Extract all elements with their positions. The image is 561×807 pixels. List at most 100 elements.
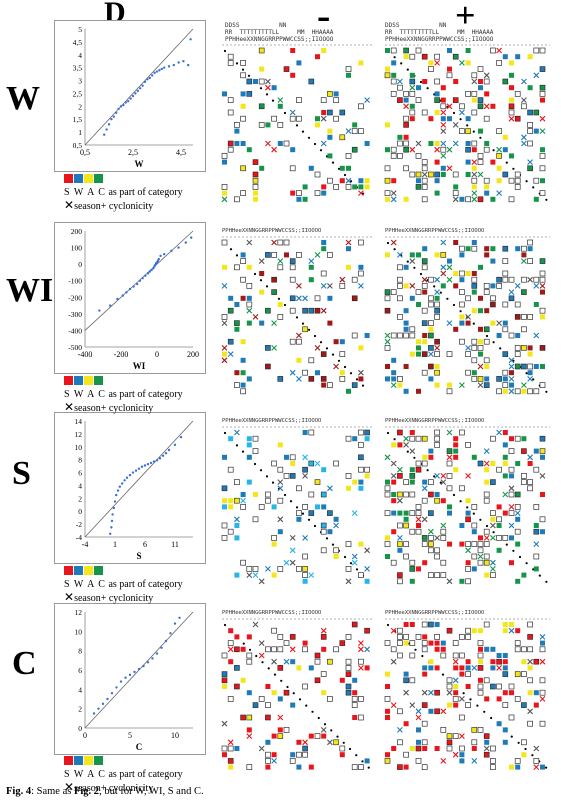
empty-cell <box>471 109 478 116</box>
cross-cell <box>440 270 447 277</box>
outlined-category-cell <box>539 448 546 454</box>
cross-cell <box>265 84 271 91</box>
category-cell <box>540 640 545 646</box>
cross-cell <box>527 276 533 283</box>
outlined-category-cell <box>384 289 391 295</box>
empty-cell <box>289 115 296 122</box>
outlined-category-cell <box>539 345 546 351</box>
outlined-category-cell <box>428 621 434 628</box>
cross-cell <box>390 196 397 203</box>
empty-cell <box>440 528 447 535</box>
empty-cell <box>471 72 478 79</box>
empty-cell <box>477 683 484 690</box>
cross-cell <box>397 466 403 473</box>
empty-cell <box>459 245 465 252</box>
category-cell <box>302 640 308 646</box>
cross-cell <box>440 758 447 764</box>
cross-cell <box>459 109 465 116</box>
empty-cell <box>320 270 327 277</box>
category-cell <box>296 196 302 202</box>
empty-cell <box>397 627 403 634</box>
diagonal-dot <box>283 303 287 307</box>
matrix-col-header-plus-top: DDSS NN RR TTTTTTTTTLL MM HHAAAA PPHHeeX… <box>385 22 494 43</box>
empty-cell <box>508 177 515 184</box>
y-tick-label: 0 <box>78 724 82 733</box>
qq-plot-c: 0 5 10 0 2 4 6 8 10 12 C <box>54 603 206 755</box>
outlined-category-cell <box>277 665 284 671</box>
diagonal-dot <box>325 347 329 350</box>
empty-cell <box>477 559 484 566</box>
category-cell <box>385 715 390 720</box>
cross-cell <box>428 351 434 357</box>
data-point <box>164 639 168 643</box>
empty-cell <box>327 696 333 702</box>
data-point <box>178 616 181 619</box>
category-cell <box>453 79 459 84</box>
empty-cell <box>397 84 403 91</box>
cross-cell <box>358 640 364 646</box>
category-cell <box>422 454 428 460</box>
empty-cell <box>258 504 265 510</box>
data-point <box>136 89 139 93</box>
empty-cell <box>351 332 358 339</box>
outlined-category-cell <box>271 276 277 283</box>
empty-cell <box>539 276 546 283</box>
cross-cell <box>459 733 465 739</box>
category-cell <box>265 764 271 770</box>
diagonal-dot <box>343 555 347 559</box>
cross-cell <box>452 196 459 203</box>
cross-cell <box>227 646 234 653</box>
cross-cell <box>446 103 453 110</box>
category-cell <box>465 320 471 326</box>
empty-cell <box>465 702 471 708</box>
outlined-category-cell <box>234 683 240 690</box>
category-cell <box>490 196 496 202</box>
cross-cell <box>496 47 502 54</box>
cross-cell <box>333 363 339 370</box>
empty-cell <box>502 258 509 264</box>
category-cell <box>453 454 459 460</box>
empty-cell <box>384 485 391 492</box>
y-tick-label: -500 <box>68 343 82 352</box>
empty-cell <box>397 264 403 271</box>
cross-cell <box>221 196 228 203</box>
empty-cell <box>227 109 234 116</box>
category-cell <box>358 345 364 351</box>
category-cell <box>222 264 227 270</box>
category-cell <box>478 264 483 270</box>
cross-cell <box>421 276 428 283</box>
cross-cell <box>345 128 352 134</box>
empty-cell <box>277 634 284 640</box>
category-cell <box>428 376 434 382</box>
empty-cell <box>521 276 527 283</box>
diagonal-dot <box>499 347 502 350</box>
outlined-category-cell <box>539 66 546 72</box>
empty-cell <box>490 510 496 516</box>
outlined-category-cell <box>434 689 440 696</box>
cross-cell <box>521 134 527 141</box>
x-tick-label: -4 <box>82 540 89 549</box>
empty-cell <box>527 646 533 653</box>
category-cell <box>502 461 508 466</box>
data-point <box>128 673 132 677</box>
empty-cell <box>397 153 403 159</box>
category-cell <box>478 677 483 683</box>
outlined-category-cell <box>514 115 521 122</box>
diagonal-dot <box>337 167 341 170</box>
empty-cell <box>502 369 509 376</box>
category-cell <box>478 85 483 91</box>
empty-cell <box>428 320 434 326</box>
empty-cell <box>477 66 484 72</box>
y-tick-label: 2,5 <box>73 89 83 98</box>
empty-cell <box>421 621 428 628</box>
empty-cell <box>265 646 271 653</box>
category-cell <box>484 91 490 97</box>
outlined-category-cell <box>415 466 422 473</box>
y-tick-label: -300 <box>68 310 82 319</box>
empty-cell <box>514 177 521 184</box>
diagonal-dot <box>433 285 436 288</box>
cross-cell <box>289 109 296 116</box>
empty-cell <box>434 547 440 554</box>
x-axis-label: C <box>136 742 143 752</box>
empty-cell <box>527 677 533 684</box>
